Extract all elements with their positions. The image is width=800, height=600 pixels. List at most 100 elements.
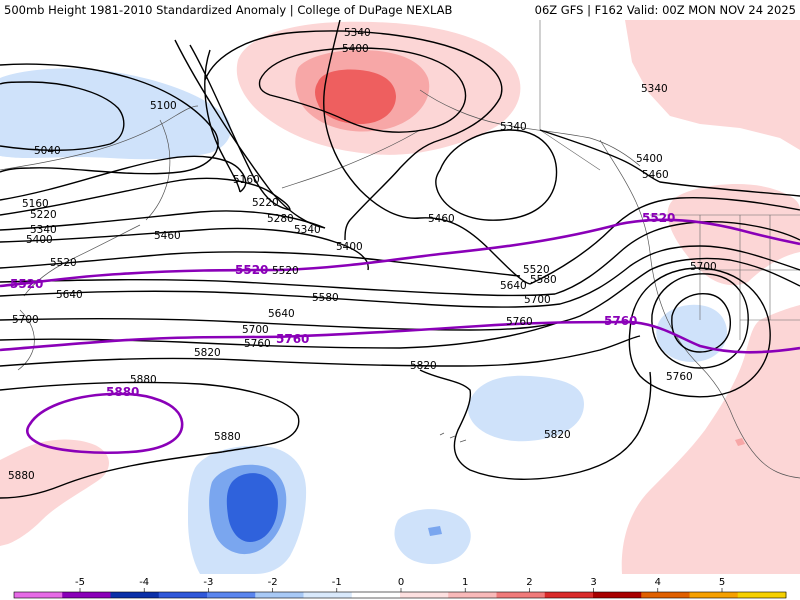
colorbar-segment (641, 592, 690, 598)
negative-anomaly-south-east-mid (428, 526, 442, 536)
height-contours (0, 20, 800, 499)
contour-label: 5760 (666, 371, 693, 383)
contour-5160-w (0, 155, 247, 201)
contour-5820-loop (419, 369, 652, 480)
negative-anomaly-south-east (394, 509, 471, 565)
contour-label: 5280 (267, 213, 294, 225)
coastline-west-us (649, 251, 731, 411)
contour-label: 5160 (233, 174, 260, 186)
contour-label: 5760 (506, 316, 533, 328)
positive-anomaly-bering-strong (315, 69, 396, 124)
coastline-hawaii (439, 432, 467, 443)
contour-5580-e (554, 221, 800, 295)
contour-label: 5640 (500, 280, 527, 292)
highlight-label-group: 5520 5520 5520 5760 5760 5880 (10, 211, 675, 399)
colorbar-segment (400, 592, 449, 598)
colorbar-segment (689, 592, 739, 598)
colorbar-tick-label: 4 (655, 577, 661, 588)
contour-label: 5400 (26, 234, 53, 246)
coastline-bc (599, 139, 651, 253)
contour-5640-low (671, 293, 731, 353)
contour-label: 5760 (244, 338, 271, 350)
contour-label: 5400 (342, 43, 369, 55)
contour-label: 5820 (410, 360, 437, 372)
anomaly-shading (0, 20, 800, 574)
contour-label: 5460 (154, 230, 181, 242)
highlight-label: 5760 (604, 314, 637, 328)
highlight-label: 5520 (235, 263, 268, 277)
contour-label: 5340 (30, 224, 57, 236)
contour-label: 5700 (524, 294, 551, 306)
positive-anomaly-west-us (667, 184, 800, 286)
contour-5220-c (189, 44, 291, 211)
negative-anomaly-siberia (0, 68, 231, 160)
positive-anomaly-mexico (621, 305, 800, 574)
coastline-kamchatka (145, 119, 171, 221)
coastline-asia (0, 105, 199, 171)
colorbar-tick-label: 3 (590, 577, 596, 588)
colorbar-segment (448, 592, 497, 598)
colorbar-segment (737, 592, 787, 598)
contour-5400-e (539, 129, 800, 197)
contour-5580-mid (0, 278, 556, 297)
contour-label: 5820 (544, 429, 571, 441)
highlight-5520 (0, 218, 800, 288)
contour-label: 5400 (636, 153, 663, 165)
product-title: 500mb Height 1981-2010 Standardized Anom… (4, 3, 453, 17)
contour-label: 5820 (194, 347, 221, 359)
anomaly-map: 5340 5400 5340 5340 5100 5040 5160 5220 … (0, 20, 800, 574)
colorbar-tick-label: 1 (462, 577, 468, 588)
contour-label: 5520 (272, 265, 299, 277)
colorbar-segment (207, 592, 256, 598)
colorbar-tick-label: -3 (203, 577, 213, 588)
highlight-label: 5520 (10, 277, 43, 291)
contour-label: 5340 (500, 121, 527, 133)
contour-5340-w (0, 210, 326, 231)
coastline-kurils (23, 224, 141, 297)
colorbar-segment (496, 592, 546, 598)
highlight-5880 (26, 392, 184, 455)
negative-anomaly-west-us-low (656, 304, 728, 362)
contour-label: 5640 (56, 289, 83, 301)
contour-label: 5460 (642, 169, 669, 181)
colorbar-segment (62, 592, 111, 598)
colorbar-segment (351, 592, 401, 598)
contour-5520-black (0, 251, 521, 277)
colorbar-segment (110, 592, 160, 598)
colorbar-bar (13, 591, 787, 599)
contour-5820 (0, 335, 641, 367)
positive-anomaly-japan (0, 439, 110, 546)
coastline-alaska (419, 89, 641, 167)
colorbar-tick-label: -5 (75, 577, 85, 588)
contour-label-group: 5340 5400 5340 5340 5100 5040 5160 5220 … (8, 27, 717, 482)
colorbar-segment (158, 592, 208, 598)
contour-5340-mid (435, 129, 558, 221)
colorbar-tick-label: 2 (526, 577, 532, 588)
contour-5280-c (174, 39, 326, 229)
contour-label: 5520 (50, 257, 77, 269)
positive-anomaly-mexico-mid (735, 438, 745, 446)
contour-label: 5340 (641, 83, 668, 95)
contour-label: 5640 (268, 308, 295, 320)
contour-label: 5580 (312, 292, 339, 304)
contour-label: 5520 (523, 264, 550, 276)
highlight-5760 (0, 320, 800, 354)
contour-label: 5340 (294, 224, 321, 236)
contour-label: 5340 (344, 27, 371, 39)
colorbar-tick-label: 0 (398, 577, 404, 588)
contour-label: 5700 (12, 314, 39, 326)
contour-label: 5220 (252, 197, 279, 209)
colorbar-tick-label: -4 (139, 577, 149, 588)
contour-5760-black (0, 321, 561, 349)
colorbar-tick-label: -1 (332, 577, 342, 588)
coastline-baja (729, 409, 800, 479)
highlight-label: 5760 (276, 332, 309, 346)
colorbar-tick-label: -2 (268, 577, 278, 588)
colorbar-segment (593, 592, 642, 598)
contour-label: 5400 (336, 241, 363, 253)
contour-label: 5880 (8, 470, 35, 482)
contour-5460-e (529, 197, 800, 285)
contour-5400-w (0, 227, 369, 271)
highlight-label: 5880 (106, 385, 139, 399)
